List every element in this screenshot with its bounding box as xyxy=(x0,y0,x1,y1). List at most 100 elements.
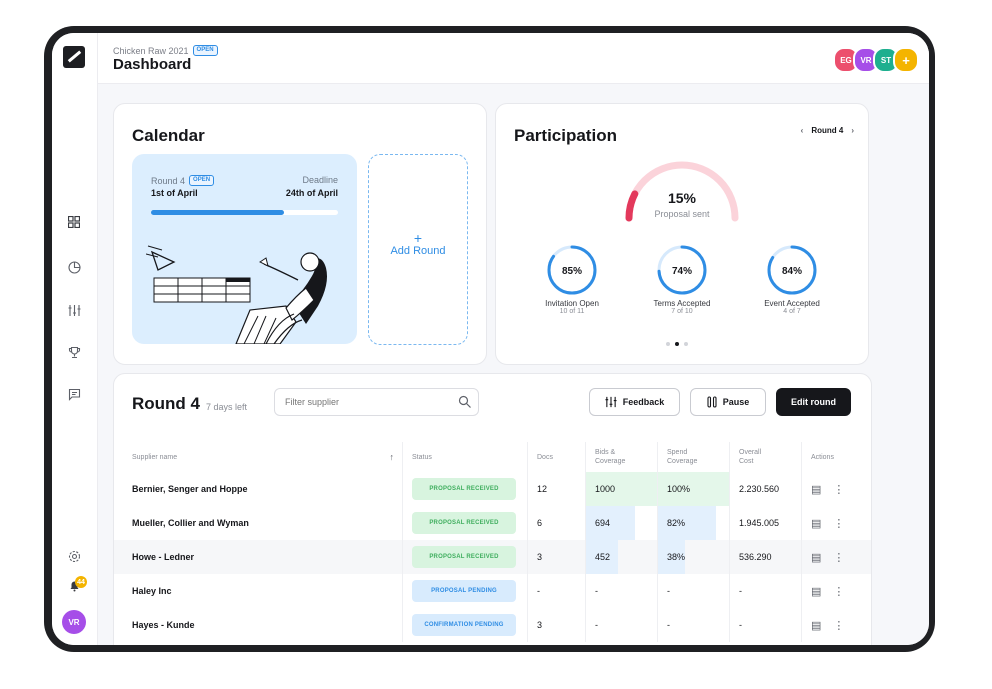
feedback-button[interactable]: Feedback xyxy=(589,388,680,416)
illustration xyxy=(146,245,327,344)
supplier-name: Howe - Ledner xyxy=(114,540,403,574)
round-label: Round 4 xyxy=(151,175,186,186)
pause-icon xyxy=(707,396,717,408)
ring-terms-accepted: 74% Terms Accepted 7 of 10 xyxy=(627,244,737,315)
round-switcher-label: Round 4 xyxy=(811,126,844,135)
calendar-card: Calendar Round 4 OPEN 1st of April Deadl… xyxy=(113,103,487,365)
bids-cell: 452 xyxy=(585,540,658,574)
status-badge: PROPOSAL RECEIVED xyxy=(412,546,516,568)
ring-percent: 85% xyxy=(562,266,582,277)
bids-cell: 1000 xyxy=(585,472,658,506)
more-icon[interactable]: ⋮ xyxy=(833,483,845,496)
status-cell: CONFIRMATION PENDING xyxy=(402,608,528,642)
table-row[interactable]: Bernier, Senger and Hoppe PROPOSAL RECEI… xyxy=(114,472,871,506)
dashboard-icon[interactable] xyxy=(65,213,83,231)
filter-supplier-input[interactable] xyxy=(274,388,479,416)
pause-button[interactable]: Pause xyxy=(690,388,766,416)
search-icon[interactable] xyxy=(458,395,472,409)
status-badge: PROPOSAL RECEIVED xyxy=(412,512,516,534)
main-content: Chicken Raw 2021 OPEN Dashboard EG VR ST… xyxy=(98,33,929,645)
status-cell: PROPOSAL RECEIVED xyxy=(402,472,528,506)
comment-icon[interactable]: ▤ xyxy=(811,517,822,530)
sliders-icon xyxy=(605,396,617,408)
table-row[interactable]: Howe - Ledner PROPOSAL RECEIVED 3 452 38… xyxy=(114,540,871,574)
spend-value: 82% xyxy=(667,518,686,528)
round-label-row: Round 4 OPEN xyxy=(151,175,215,186)
comment-icon[interactable]: ▤ xyxy=(811,619,822,632)
ring-label: Invitation Open xyxy=(545,299,599,308)
sliders-icon[interactable] xyxy=(65,301,83,319)
plus-icon: + xyxy=(413,230,423,246)
status-badge: PROPOSAL PENDING xyxy=(412,580,516,602)
spend-cell: 38% xyxy=(657,540,730,574)
carousel-dots xyxy=(666,342,688,346)
add-round-label: Add Round xyxy=(390,245,446,257)
ring-percent: 84% xyxy=(782,266,802,277)
add-round-button[interactable]: + Add Round xyxy=(368,154,468,345)
coverage-bar xyxy=(586,506,635,540)
chart-pie-icon[interactable] xyxy=(65,258,83,276)
supplier-name: Bernier, Senger and Hoppe xyxy=(132,484,248,494)
cost-cell: 536.290 xyxy=(729,540,802,574)
supplier-table: Supplier name ↑ Status Docs Bids & Covera… xyxy=(114,442,871,642)
bids-cell: - xyxy=(585,608,658,642)
user-avatar[interactable]: VR xyxy=(62,610,86,634)
round-switcher: ‹ Round 4 › xyxy=(801,126,854,135)
actions-cell: ▤ ⋮ xyxy=(801,472,871,506)
ring-chart: 85% xyxy=(547,245,597,295)
actions-cell: ▤ ⋮ xyxy=(801,574,871,608)
ring-percent: 74% xyxy=(672,266,692,277)
supplier-name: Mueller, Collier and Wyman xyxy=(132,518,249,528)
more-icon[interactable]: ⋮ xyxy=(833,517,845,530)
trophy-icon[interactable] xyxy=(65,343,83,361)
coverage-bar xyxy=(586,472,657,506)
settings-icon[interactable] xyxy=(65,547,83,565)
spend-cell: 100% xyxy=(657,472,730,506)
col-bids: Bids & Coverage xyxy=(585,442,658,472)
comment-icon[interactable]: ▤ xyxy=(811,483,822,496)
comment-icon[interactable]: ▤ xyxy=(811,551,822,564)
cost-cell: 2.230.560 xyxy=(729,472,802,506)
project-name: Chicken Raw 2021 xyxy=(113,45,189,56)
messages-icon[interactable] xyxy=(65,385,83,403)
coverage-bar xyxy=(658,472,729,506)
docs-cell: 3 xyxy=(527,540,586,574)
actions-cell: ▤ ⋮ xyxy=(801,608,871,642)
top-bar: Chicken Raw 2021 OPEN Dashboard EG VR ST… xyxy=(98,33,929,84)
bids-cell: 694 xyxy=(585,506,658,540)
app-logo[interactable] xyxy=(63,46,85,68)
spend-cell: - xyxy=(657,608,730,642)
round-card: Round 4 7 days left Feedback Pause Edit … xyxy=(113,373,872,645)
prev-round-icon[interactable]: ‹ xyxy=(800,126,804,135)
carousel-dot[interactable] xyxy=(675,342,679,346)
current-round-card[interactable]: Round 4 OPEN 1st of April Deadline 24th … xyxy=(132,154,357,344)
carousel-dot[interactable] xyxy=(684,342,688,346)
table-row[interactable]: Hayes - Kunde CONFIRMATION PENDING 3 - -… xyxy=(114,608,871,642)
table-row[interactable]: Mueller, Collier and Wyman PROPOSAL RECE… xyxy=(114,506,871,540)
edit-round-button[interactable]: Edit round xyxy=(776,388,851,416)
coverage-bar xyxy=(586,540,618,574)
comment-icon[interactable]: ▤ xyxy=(811,585,822,598)
supplier-name: Hayes - Kunde xyxy=(132,620,195,630)
table-row[interactable]: Haley Inc PROPOSAL PENDING - - - - ▤ ⋮ xyxy=(114,574,871,608)
next-round-icon[interactable]: › xyxy=(851,126,854,135)
col-label: Spend xyxy=(667,449,688,456)
col-supplier-name[interactable]: Supplier name ↑ xyxy=(114,442,403,472)
page-title: Dashboard xyxy=(113,56,192,73)
more-icon[interactable]: ⋮ xyxy=(833,585,845,598)
ring-chart: 74% xyxy=(657,245,707,295)
notification-badge: 44 xyxy=(75,576,87,588)
add-member-button[interactable]: + xyxy=(893,47,919,73)
bids-cell: - xyxy=(585,574,658,608)
round-status-badge: OPEN xyxy=(189,175,215,186)
actions-cell: ▤ ⋮ xyxy=(801,506,871,540)
carousel-dot[interactable] xyxy=(666,342,670,346)
col-label: Supplier name xyxy=(132,453,178,461)
more-icon[interactable]: ⋮ xyxy=(833,619,845,632)
more-icon[interactable]: ⋮ xyxy=(833,551,845,564)
feedback-label: Feedback xyxy=(622,397,665,407)
sort-arrow-icon[interactable]: ↑ xyxy=(389,451,395,462)
cost-cell: - xyxy=(729,608,802,642)
status-cell: PROPOSAL RECEIVED xyxy=(402,540,528,574)
ring-event-accepted: 84% Event Accepted 4 of 7 xyxy=(737,244,847,315)
